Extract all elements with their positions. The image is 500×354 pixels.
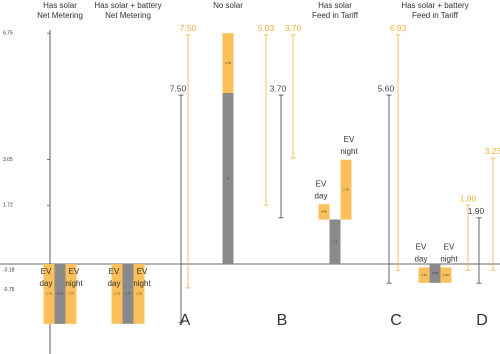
group-header: Has solar + battery [94,1,161,10]
bar-segment [122,264,134,324]
ev-label: EV [41,267,52,276]
ev-label: EV [69,267,80,276]
y-tick-label: 3.05 [3,157,13,163]
bar-segment [65,264,77,324]
ev-label: EV [344,135,355,144]
range-value: 3.23 [485,146,500,156]
range-value: 1.90 [468,206,485,216]
segment-value: 1.75 [225,61,231,65]
ev-label: day [415,255,428,264]
y-tick-label: 1.72 [3,203,13,209]
segment-value: 1.75 [46,292,52,296]
group-header: Feed in Tariff [412,11,459,20]
ev-label: night [65,279,83,288]
ev-label: night [133,279,151,288]
segment-value: 1.75 [125,292,131,296]
segment-value: 1.75 [114,292,120,296]
segment-value: 1.75 [57,292,63,296]
bar-segment [43,264,55,324]
ev-label: night [340,147,358,156]
range-value: 7.50 [180,23,197,33]
y-tick-label: -0.18 [3,267,15,273]
ev-label: EV [416,243,427,252]
bar-segment [133,264,145,324]
group-header: Has solar [43,1,77,10]
segment-value: 1.75 [68,292,74,296]
segment-value: 0.45 [443,273,449,277]
group-header: Net Metering [37,11,83,20]
ev-label: EV [137,267,148,276]
bar-segment [54,264,66,324]
range-value: 1.90 [460,193,477,203]
bar-segment [318,204,330,220]
segment-value: 1.3 [333,240,338,244]
segment-value: 1.75 [136,292,142,296]
bar-segment [440,267,452,283]
group-header: Net Metering [105,11,151,20]
ev-label: EV [444,243,455,252]
ev-label: EV [109,267,120,276]
scenario-letter: A [180,312,191,329]
bar-segment [418,267,430,283]
segment-value: 0.45 [321,210,327,214]
range-value: 5.03 [258,23,275,33]
group-header: Has solar + battery [401,1,468,10]
bar-segment [429,264,441,283]
ev-label: day [315,191,328,200]
scenario-letter: C [390,312,402,329]
scenario-letter: D [476,312,488,329]
segment-value: 0.45 [421,273,427,277]
segment-value: 1.75 [343,187,349,191]
ev-label: night [440,255,458,264]
range-value: 3.70 [285,23,302,33]
bar-segment [222,93,234,264]
ev-label: day [40,279,53,288]
bar-segment [340,159,352,220]
y-tick-label: -0.75 [3,287,15,293]
y-tick-label: 6.75 [3,30,13,36]
group-header: Feed in Tariff [312,11,359,20]
bar-segment [329,219,341,264]
range-value: 6.93 [390,23,407,33]
scenario-letter: B [277,312,288,329]
range-value: 5.60 [378,83,395,93]
segment-value: 5 [227,176,229,180]
range-value: 7.50 [170,83,187,93]
group-header: Has solar [318,1,352,10]
segment-value: 0.55 [432,271,438,275]
range-value: 3.70 [270,83,287,93]
bar-segment [111,264,123,324]
ev-label: EV [316,179,327,188]
ev-label: day [108,279,121,288]
group-header: No solar [213,1,243,10]
bar-segment [222,33,234,93]
